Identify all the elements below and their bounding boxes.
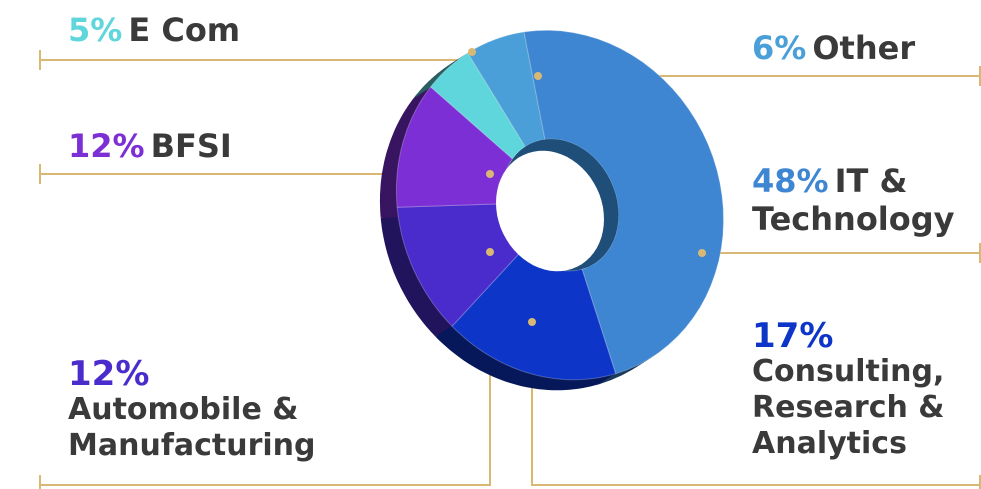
label-it-percent: 48% (752, 162, 829, 200)
donut-group (379, 29, 725, 391)
label-auto-line2: Manufacturing (68, 428, 316, 463)
label-consult-line1: Consulting, (752, 354, 945, 389)
label-bfsi-percent: 12% (68, 127, 145, 165)
leader-dot-it (698, 249, 706, 257)
label-ecom-percent: 5% (68, 11, 123, 49)
label-other: 6% Other (752, 32, 915, 64)
leader-dot-bfsi (486, 170, 494, 178)
label-ecom-text: E Com (128, 11, 241, 49)
label-ecom: 5% E Com (68, 14, 240, 46)
label-it: 48% IT & Technology (752, 162, 955, 238)
label-consult-line3: Analytics (752, 426, 907, 461)
label-consult-line2: Research & (752, 390, 945, 425)
label-bfsi: 12% BFSI (68, 130, 232, 162)
label-it-line2: Technology (752, 200, 955, 238)
leader-dot-ecom (468, 48, 476, 56)
label-auto: 12% Automobile & Manufacturing (68, 356, 316, 464)
label-it-line1: IT & (834, 162, 908, 200)
label-auto-line1: Automobile & (68, 392, 299, 427)
label-bfsi-text: BFSI (150, 127, 232, 165)
label-other-text: Other (812, 29, 916, 67)
label-consult: 17% Consulting, Research & Analytics (752, 318, 944, 462)
label-other-percent: 6% (752, 29, 807, 67)
leader-line-ecom (40, 52, 473, 61)
label-auto-percent: 12% (68, 354, 150, 394)
label-consult-percent: 17% (752, 316, 834, 356)
leader-dot-consult (528, 318, 536, 326)
leader-dots (468, 48, 706, 326)
leader-dot-auto (486, 248, 494, 256)
leader-dot-other (534, 72, 542, 80)
donut-hole (496, 150, 604, 272)
